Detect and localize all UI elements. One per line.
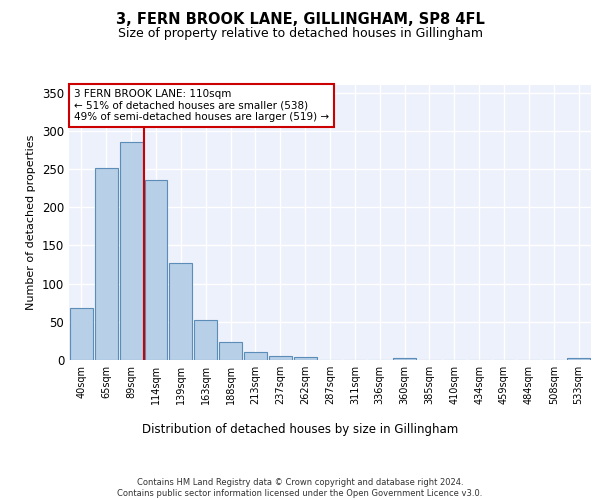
Text: Contains HM Land Registry data © Crown copyright and database right 2024.
Contai: Contains HM Land Registry data © Crown c… — [118, 478, 482, 498]
Bar — [219, 342, 242, 360]
Bar — [244, 352, 267, 360]
Text: 3, FERN BROOK LANE, GILLINGHAM, SP8 4FL: 3, FERN BROOK LANE, GILLINGHAM, SP8 4FL — [116, 12, 484, 28]
Y-axis label: Number of detached properties: Number of detached properties — [26, 135, 37, 310]
Text: Distribution of detached houses by size in Gillingham: Distribution of detached houses by size … — [142, 422, 458, 436]
Text: Size of property relative to detached houses in Gillingham: Size of property relative to detached ho… — [118, 28, 482, 40]
Bar — [393, 358, 416, 360]
Bar — [269, 356, 292, 360]
Bar — [95, 168, 118, 360]
Bar — [294, 357, 317, 360]
Bar — [145, 180, 167, 360]
Text: 3 FERN BROOK LANE: 110sqm
← 51% of detached houses are smaller (538)
49% of semi: 3 FERN BROOK LANE: 110sqm ← 51% of detac… — [74, 89, 329, 122]
Bar — [120, 142, 143, 360]
Bar — [194, 320, 217, 360]
Bar — [169, 263, 192, 360]
Bar — [567, 358, 590, 360]
Bar — [70, 308, 93, 360]
